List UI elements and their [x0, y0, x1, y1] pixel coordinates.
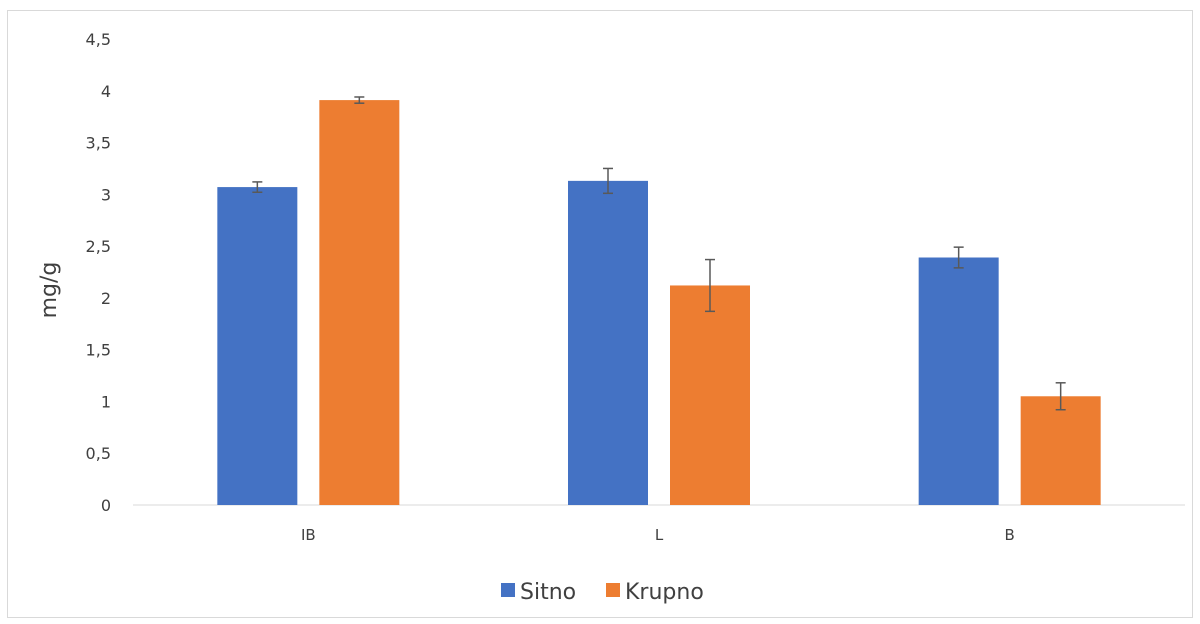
- y-tick-label: 4: [101, 82, 111, 101]
- y-tick-label: 0: [101, 496, 111, 515]
- x-tick-label: L: [655, 526, 664, 544]
- y-axis-label: mg/g: [37, 262, 62, 319]
- bar-krupno-b: [1020, 396, 1101, 505]
- error-bar: [354, 96, 365, 104]
- x-axis-categories: IB L B: [301, 526, 1015, 544]
- y-tick-label: 3: [101, 185, 111, 204]
- bar-sitno-ib: [217, 187, 298, 505]
- bar-sitno-b: [918, 257, 999, 505]
- bar-krupno-ib: [319, 100, 400, 505]
- legend-swatch-sitno: [501, 583, 515, 597]
- error-bar: [1055, 382, 1066, 411]
- bar-sitno-l: [568, 180, 648, 506]
- error-bar: [953, 246, 964, 269]
- bars: [217, 100, 1101, 506]
- y-tick-label: 3,5: [86, 134, 111, 153]
- x-tick-label: B: [1005, 526, 1015, 544]
- y-tick-label: 2: [101, 289, 111, 308]
- legend-label-sitno: Sitno: [520, 580, 576, 605]
- error-bars: [252, 96, 1066, 411]
- legend-swatch-krupno: [606, 583, 620, 597]
- legend: Sitno Krupno: [501, 580, 704, 605]
- y-axis-ticks: 0 0,5 1 1,5 2 2,5 3 3,5 4 4,5: [86, 30, 111, 515]
- y-tick-label: 2,5: [86, 237, 111, 256]
- error-bar: [705, 258, 715, 313]
- x-tick-label: IB: [301, 526, 316, 544]
- y-tick-label: 4,5: [86, 30, 111, 49]
- legend-label-krupno: Krupno: [625, 580, 704, 605]
- y-tick-label: 0,5: [86, 444, 111, 463]
- y-tick-label: 1: [101, 392, 111, 411]
- y-tick-label: 1,5: [86, 341, 111, 360]
- error-bar: [252, 181, 263, 194]
- error-bar: [603, 167, 613, 195]
- bar-krupno-l: [670, 285, 750, 505]
